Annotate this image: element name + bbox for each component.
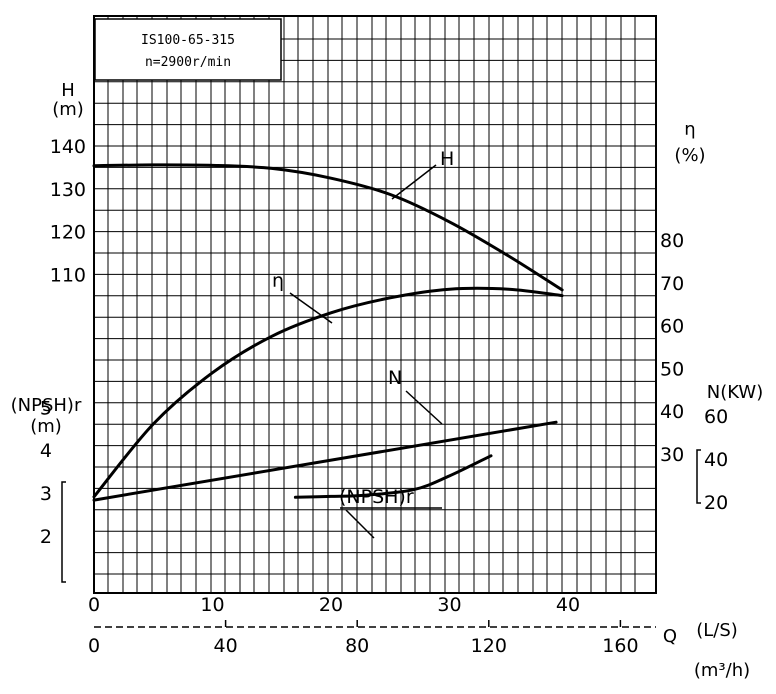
head-tick-label: 110 [50,265,86,287]
head-axis-title: H [61,80,75,101]
flow-ls-tick-label: 0 [88,594,100,616]
head-curve [92,163,564,292]
head-tick-label: 130 [50,179,86,201]
head-curve-label: H [440,148,454,170]
info-box: IS100-65-315 n=2900r/min [94,18,282,81]
model-label: IS100-65-315 [141,33,235,48]
efficiency-curve [92,286,564,499]
efficiency-tick-label: 40 [660,401,684,423]
plot-border [93,15,657,594]
efficiency-axis-title: η [684,119,695,140]
power-tick-label: 20 [704,492,728,514]
npsh-axis-title: (NPSH)r [11,395,82,416]
efficiency-tick-label: 50 [660,358,684,380]
power-label-leader [405,390,443,425]
head-label-leader [391,164,437,200]
flow-m3h-axis-unit: (m³/h) [694,660,750,681]
flow-q-axis-title: Q [663,626,677,647]
efficiency-axis-unit: (%) [674,145,705,166]
npsh-tick-label: 2 [40,526,52,548]
flow-ls-tick-label: 30 [437,594,461,616]
info-box-frame [94,18,282,81]
power-axis-bracket [696,449,701,504]
power-tick-label: 60 [704,406,728,428]
curve-labels: H η N (NPSH)r [272,148,454,539]
efficiency-tick-label: 70 [660,273,684,295]
flow-m3h-tick-label: 120 [471,635,507,657]
flow-m3h-tick-label: 160 [602,635,638,657]
flow-ls-axis-title: (L/S) [696,620,738,641]
npsh-axis-unit: (m) [30,416,62,437]
head-tick-label: 120 [50,222,86,244]
flow-m3h-tick-label: 80 [345,635,369,657]
efficiency-curve-label: η [272,270,284,292]
efficiency-label-leader [289,292,333,324]
flow-ls-tick-label: 40 [556,594,580,616]
flow-m3h-tick-label: 0 [88,635,100,657]
speed-label: n=2900r/min [145,55,231,70]
flow-ls-tick-label: 10 [200,594,224,616]
head-axis-unit: (m) [52,99,84,120]
curves [92,163,564,502]
npsh-tick-label: 5 [40,397,52,419]
npsh-curve-label: (NPSH)r [339,486,414,508]
npsh-tick-label: 3 [40,483,52,505]
efficiency-tick-label: 30 [660,444,684,466]
efficiency-tick-label: 80 [660,230,684,252]
npsh-label-leader [345,509,375,539]
npsh-axis-bracket [61,481,66,583]
power-axis-title: N(KW) [707,382,763,403]
power-tick-label: 40 [704,449,728,471]
power-curve [92,420,558,502]
npsh-curve [293,454,493,499]
plot-frame [61,15,701,628]
flow-m3h-tick-label: 40 [214,635,238,657]
efficiency-tick-label: 60 [660,316,684,338]
npsh-tick-label: 4 [40,440,52,462]
head-tick-label: 140 [50,136,86,158]
power-curve-label: N [388,367,402,389]
flow-ls-tick-label: 20 [319,594,343,616]
